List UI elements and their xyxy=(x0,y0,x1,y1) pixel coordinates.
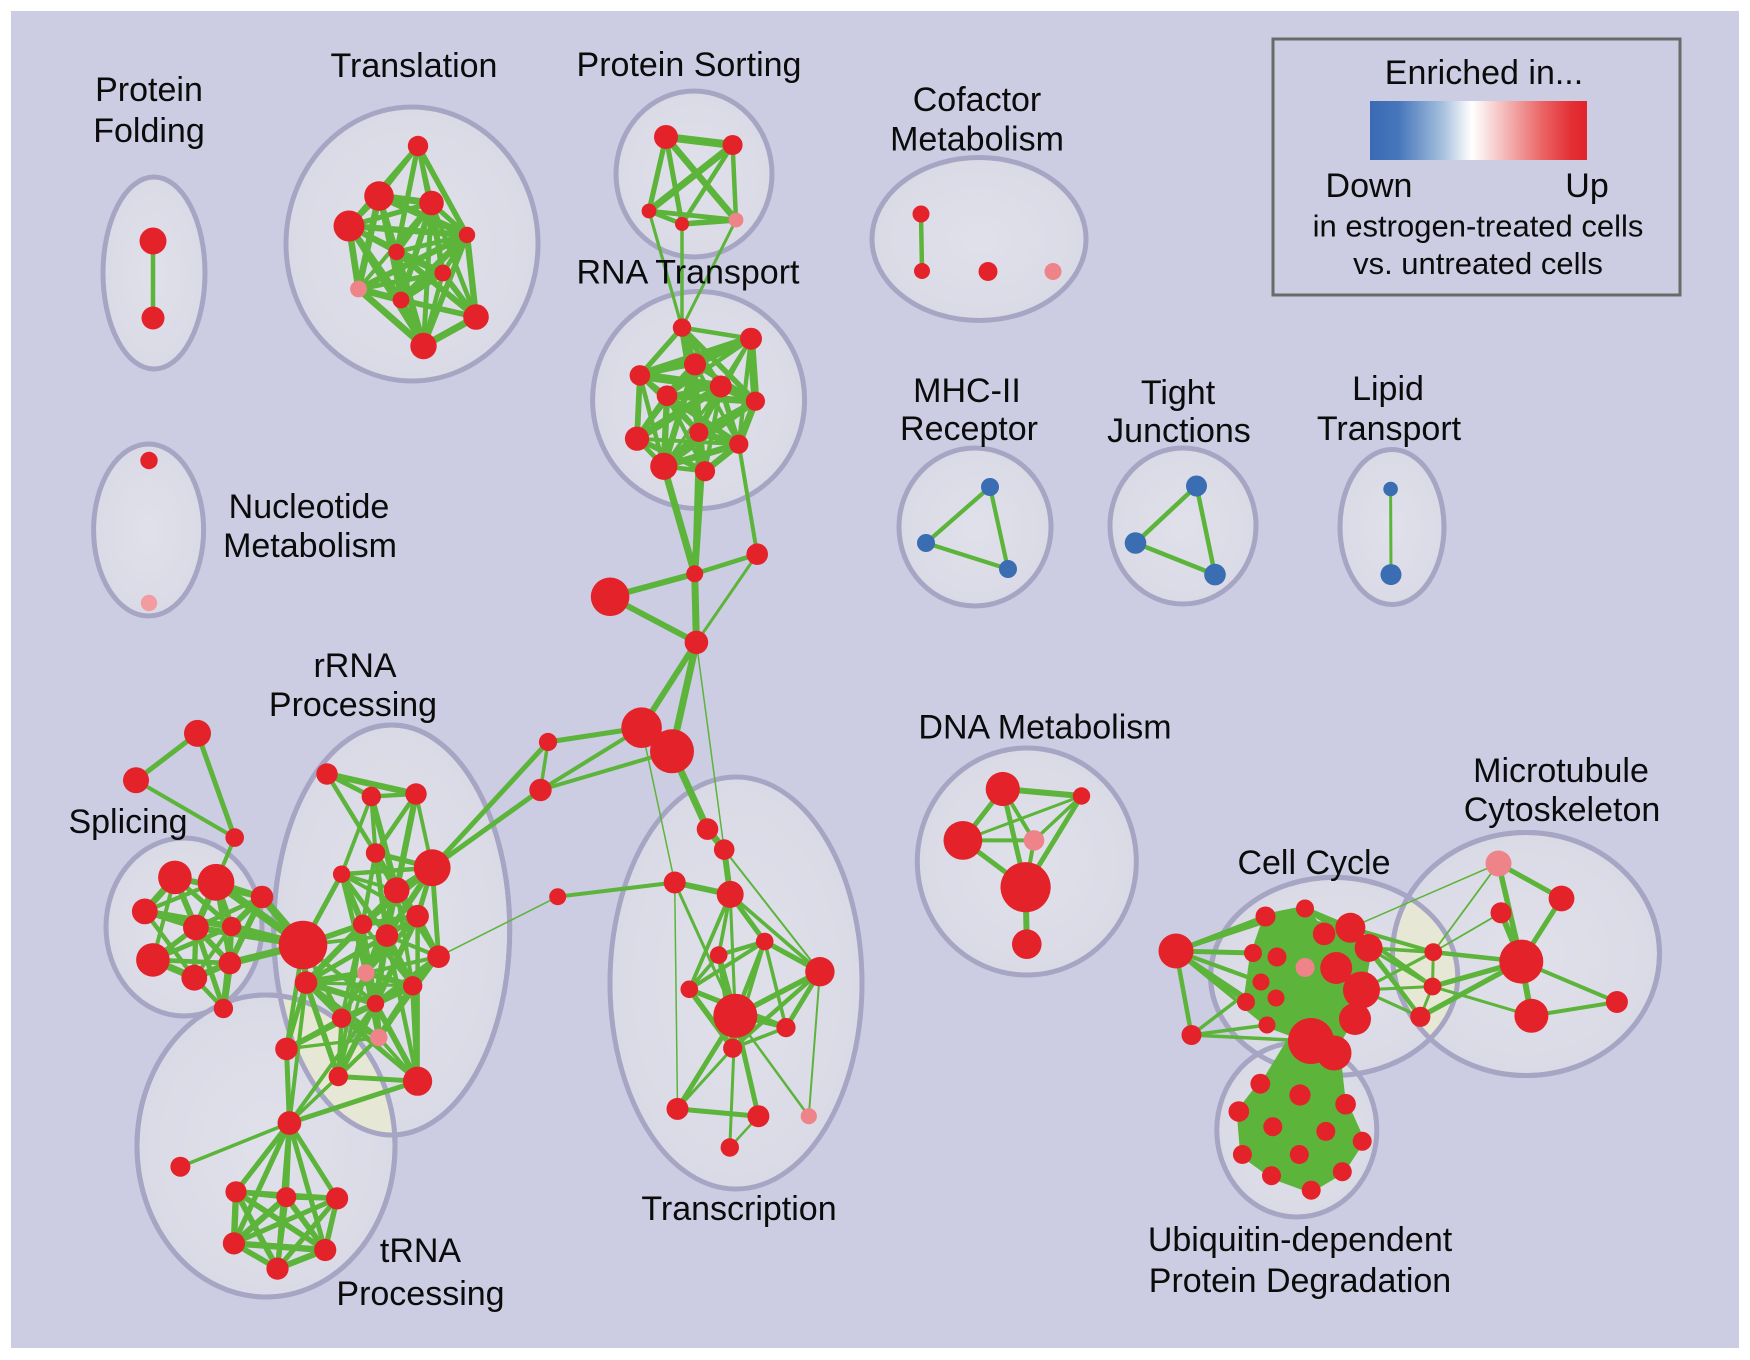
svg-text:Protein Degradation: Protein Degradation xyxy=(1149,1262,1451,1300)
svg-text:rRNA: rRNA xyxy=(313,647,396,685)
svg-text:Cytoskeleton: Cytoskeleton xyxy=(1464,791,1661,829)
svg-text:Microtubule: Microtubule xyxy=(1473,752,1649,790)
svg-text:Folding: Folding xyxy=(93,112,205,150)
svg-text:Metabolism: Metabolism xyxy=(890,120,1064,158)
svg-text:MHC-II: MHC-II xyxy=(913,372,1021,410)
svg-text:Protein: Protein xyxy=(95,71,203,109)
svg-text:Receptor: Receptor xyxy=(900,410,1038,448)
svg-text:Processing: Processing xyxy=(269,686,437,724)
svg-text:Up: Up xyxy=(1565,167,1608,205)
svg-text:tRNA: tRNA xyxy=(380,1232,462,1270)
svg-text:DNA Metabolism: DNA Metabolism xyxy=(918,708,1171,746)
svg-text:Cofactor: Cofactor xyxy=(913,81,1042,119)
svg-text:Processing: Processing xyxy=(336,1275,504,1313)
svg-text:Lipid: Lipid xyxy=(1352,370,1424,408)
svg-text:in estrogen-treated cells: in estrogen-treated cells xyxy=(1313,208,1644,243)
svg-text:Cell Cycle: Cell Cycle xyxy=(1237,844,1390,882)
svg-text:Transport: Transport xyxy=(1317,410,1462,448)
svg-text:vs. untreated cells: vs. untreated cells xyxy=(1353,246,1603,281)
svg-text:Translation: Translation xyxy=(331,47,498,85)
svg-text:Transcription: Transcription xyxy=(641,1190,836,1228)
svg-text:Protein Sorting: Protein Sorting xyxy=(577,46,802,84)
svg-text:Tight: Tight xyxy=(1141,374,1216,412)
svg-text:Nucleotide: Nucleotide xyxy=(229,488,390,526)
svg-text:RNA Transport: RNA Transport xyxy=(577,253,801,291)
svg-text:Down: Down xyxy=(1326,167,1413,205)
svg-text:Enriched in...: Enriched in... xyxy=(1385,54,1583,92)
svg-text:Ubiquitin-dependent: Ubiquitin-dependent xyxy=(1148,1221,1453,1259)
svg-text:Junctions: Junctions xyxy=(1107,412,1251,450)
svg-text:Metabolism: Metabolism xyxy=(223,527,397,565)
svg-text:Splicing: Splicing xyxy=(68,803,187,841)
